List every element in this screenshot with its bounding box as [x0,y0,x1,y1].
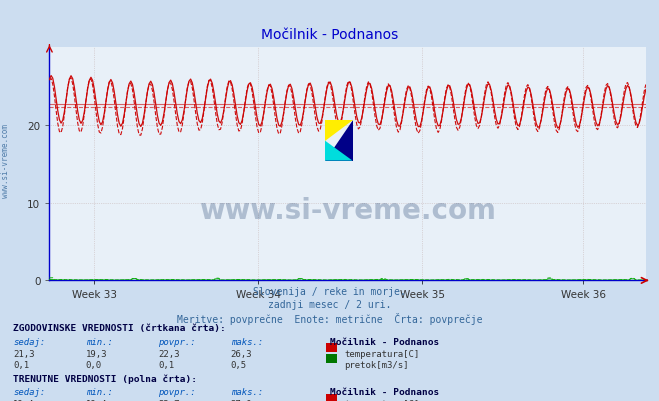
Text: 0,0: 0,0 [86,360,101,369]
Polygon shape [325,141,353,161]
Text: 19,4: 19,4 [86,399,107,401]
Text: ZGODOVINSKE VREDNOSTI (črtkana črta):: ZGODOVINSKE VREDNOSTI (črtkana črta): [13,323,226,332]
Text: pretok[m3/s]: pretok[m3/s] [344,360,409,369]
Text: www.si-vreme.com: www.si-vreme.com [1,124,11,197]
Text: sedaj:: sedaj: [13,387,45,396]
Text: 19,3: 19,3 [86,349,107,358]
Text: min.:: min.: [86,337,113,346]
Text: Močilnik - Podnanos: Močilnik - Podnanos [261,28,398,42]
Text: TRENUTNE VREDNOSTI (polna črta):: TRENUTNE VREDNOSTI (polna črta): [13,373,197,383]
Text: Močilnik - Podnanos: Močilnik - Podnanos [330,337,439,346]
Text: 0,1: 0,1 [13,360,29,369]
Text: zadnji mesec / 2 uri.: zadnji mesec / 2 uri. [268,300,391,310]
Text: Slovenija / reke in morje.: Slovenija / reke in morje. [253,287,406,297]
Text: temperatura[C]: temperatura[C] [344,399,419,401]
Text: Močilnik - Podnanos: Močilnik - Podnanos [330,387,439,396]
Text: povpr.:: povpr.: [158,337,196,346]
Text: www.si-vreme.com: www.si-vreme.com [199,197,496,225]
Text: 0,5: 0,5 [231,360,246,369]
Text: povpr.:: povpr.: [158,387,196,396]
Text: 22,7: 22,7 [158,399,180,401]
Text: maks.:: maks.: [231,337,263,346]
Text: maks.:: maks.: [231,387,263,396]
Text: 26,3: 26,3 [231,349,252,358]
Text: 19,4: 19,4 [13,399,35,401]
Text: Meritve: povprečne  Enote: metrične  Črta: povprečje: Meritve: povprečne Enote: metrične Črta:… [177,312,482,324]
Text: min.:: min.: [86,387,113,396]
Text: sedaj:: sedaj: [13,337,45,346]
Text: 0,1: 0,1 [158,360,174,369]
Text: 22,3: 22,3 [158,349,180,358]
Text: 21,3: 21,3 [13,349,35,358]
Text: 27,0: 27,0 [231,399,252,401]
Text: temperatura[C]: temperatura[C] [344,349,419,358]
Polygon shape [325,121,353,141]
Polygon shape [325,121,353,161]
